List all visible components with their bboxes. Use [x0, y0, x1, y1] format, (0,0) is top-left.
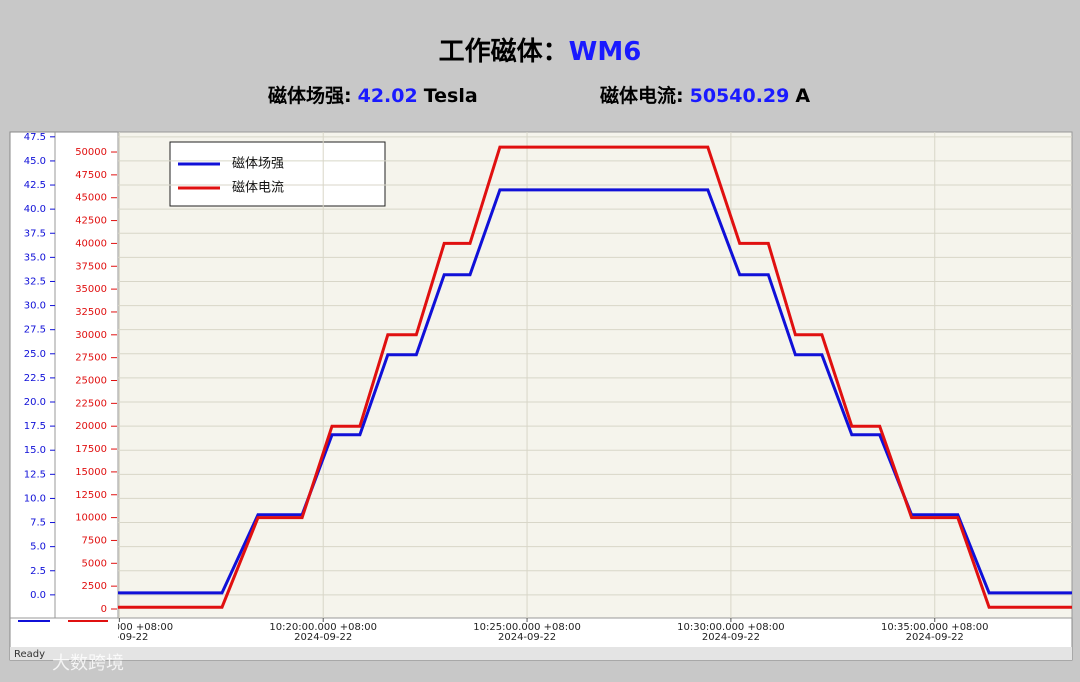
plot-layer: 10:15:00.000 +08:002024-09-2210:20:00.00…	[66, 132, 1072, 643]
y2-tick-label: 17500	[75, 444, 107, 455]
x-tick-date: 2024-09-22	[906, 632, 964, 643]
series-line	[118, 145, 1072, 609]
x-tick-label: 10:25:00.000 +08:00	[473, 622, 581, 633]
y-tick-label: 5.0	[30, 542, 46, 553]
x-tick-label: 10:30:00.000 +08:00	[677, 622, 785, 633]
y2-tick-label: 50000	[75, 147, 107, 158]
y-tick-label: 40.0	[24, 204, 46, 215]
y2-tick-label: 30000	[75, 330, 107, 341]
x-tick-date: 2024-09-22	[90, 632, 148, 643]
x-tick-label: 10:35:00.000 +08:00	[881, 622, 989, 633]
x-tick-date: 2024-09-22	[702, 632, 760, 643]
y2-tick-label: 5000	[82, 558, 107, 569]
field-value: 42.02	[358, 85, 418, 107]
y-tick-label: 0.0	[30, 590, 46, 601]
y-tick-label: 25.0	[24, 349, 46, 360]
y-tick-label: 42.5	[24, 180, 46, 191]
y2-tick-label: 40000	[75, 238, 107, 249]
y-tick-label: 15.0	[24, 445, 46, 456]
y2-tick-label: 42500	[75, 216, 107, 227]
status-bar	[10, 647, 1072, 660]
y-tick-label: 35.0	[24, 252, 46, 263]
y-tick-label: 45.0	[24, 156, 46, 167]
y2-tick-label: 12500	[75, 490, 107, 501]
y-tick-label: 12.5	[24, 469, 46, 480]
y-tick-label: 2.5	[30, 566, 46, 577]
y2-tick-label: 22500	[75, 398, 107, 409]
status-text: Ready	[14, 649, 45, 660]
field-1: 磁体场强: 42.02 Tesla	[268, 84, 478, 107]
field-value: 50540.29	[690, 85, 790, 107]
y-tick-label: 20.0	[24, 397, 46, 408]
y2-tick-label: 20000	[75, 421, 107, 432]
legend-label: 磁体场强	[232, 157, 284, 172]
y-tick-label: 7.5	[30, 518, 46, 529]
x-tick-date: 2024-09-22	[294, 632, 352, 643]
title-value: WM6	[569, 37, 642, 67]
y-tick-label: 47.5	[24, 132, 46, 143]
y2-tick-label: 27500	[75, 353, 107, 364]
field-2: 磁体电流: 50540.29 A	[600, 84, 810, 107]
field-unit: Tesla	[424, 85, 478, 107]
field-label: 磁体场强:	[268, 84, 352, 107]
legend-label: 磁体电流	[232, 181, 284, 196]
x-tick-label: 10:15:00.000 +08:00	[66, 622, 174, 633]
y2-tick-label: 35000	[75, 284, 107, 295]
watermark: 大数跨境	[52, 653, 124, 674]
y-tick-label: 27.5	[24, 325, 46, 336]
y2-tick-label: 15000	[75, 467, 107, 478]
y-tick-label: 10.0	[24, 493, 46, 504]
title-label: 工作磁体：	[439, 36, 569, 67]
y-tick-label: 32.5	[24, 276, 46, 287]
y-tick-label: 17.5	[24, 421, 46, 432]
y2-tick-label: 45000	[75, 193, 107, 204]
y2-tick-label: 32500	[75, 307, 107, 318]
field-label: 磁体电流:	[600, 84, 684, 107]
y2-tick-label: 37500	[75, 261, 107, 272]
y-tick-label: 22.5	[24, 373, 46, 384]
field-unit: A	[795, 85, 810, 107]
plot-area	[117, 131, 1073, 619]
y-tick-label: 37.5	[24, 228, 46, 239]
y2-tick-label: 47500	[75, 170, 107, 181]
x-tick-label: 10:20:00.000 +08:00	[269, 622, 377, 633]
y2-tick-label: 0	[101, 604, 107, 615]
x-tick-date: 2024-09-22	[498, 632, 556, 643]
legend	[169, 141, 386, 207]
y2-tick-label: 7500	[82, 535, 107, 546]
y2-tick-label: 10000	[75, 513, 107, 524]
y2-tick-label: 25000	[75, 376, 107, 387]
title: 工作磁体：WM6	[439, 36, 642, 67]
y2-tick-label: 2500	[82, 581, 107, 592]
y-tick-label: 30.0	[24, 301, 46, 312]
